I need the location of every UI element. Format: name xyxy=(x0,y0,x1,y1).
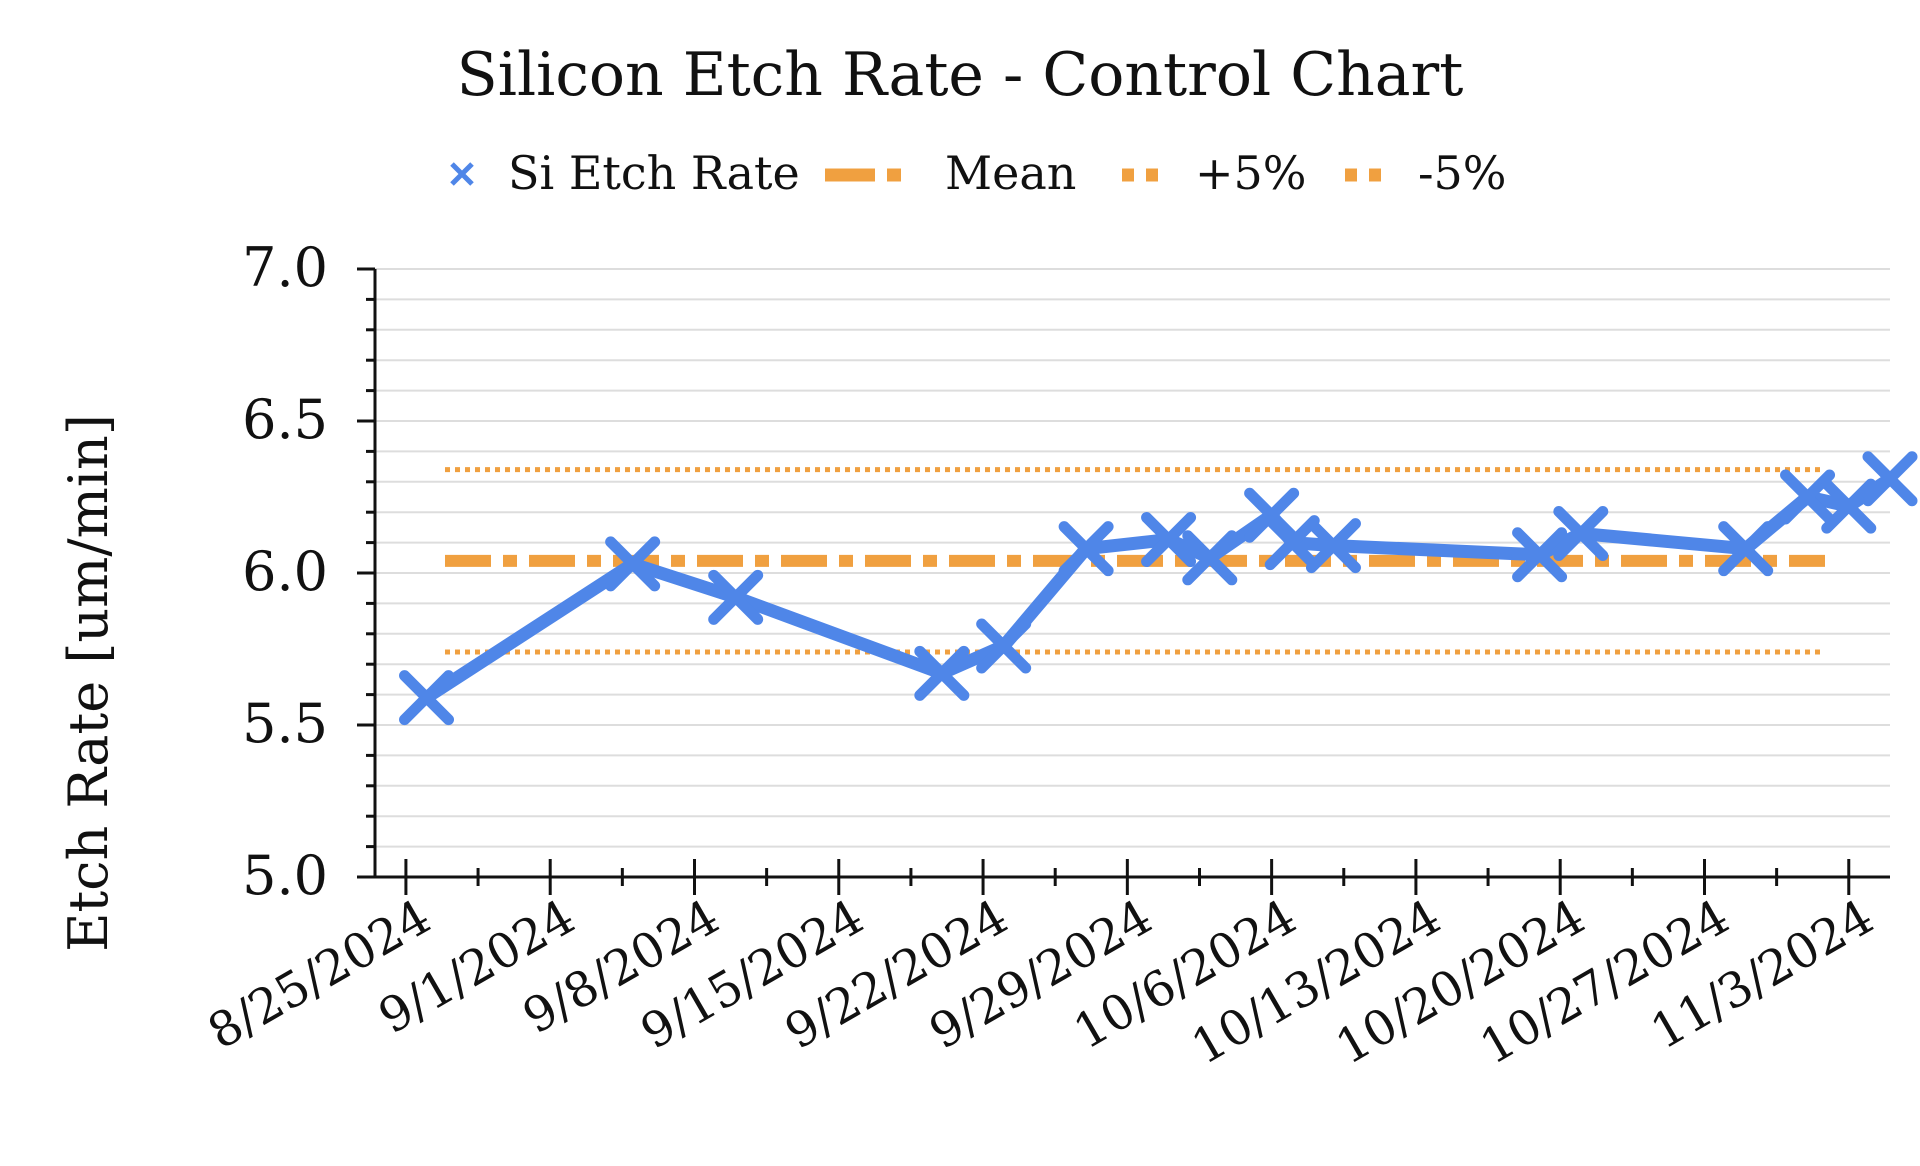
y-tick-label: 6.5 xyxy=(242,388,328,451)
data-point-marker xyxy=(605,536,661,592)
data-point-marker xyxy=(708,569,764,625)
data-point-marker xyxy=(914,645,970,701)
legend-item-plus-5: +5% xyxy=(1122,146,1307,200)
y-tick-label: 6.0 xyxy=(242,540,328,603)
data-point-marker xyxy=(1821,478,1877,534)
legend-label-plus-5: +5% xyxy=(1195,146,1307,200)
data-point-marker xyxy=(1305,518,1361,574)
y-axis-label: Etch Rate [um/min] xyxy=(57,414,120,952)
data-point-marker xyxy=(1141,512,1197,568)
series-si-etch-rate xyxy=(399,451,1918,726)
data-point-marker xyxy=(1512,527,1568,583)
data-point-marker xyxy=(1264,515,1320,571)
y-tick-labels: 5.0 5.5 6.0 6.5 7.0 xyxy=(242,236,328,907)
data-point-marker xyxy=(1553,505,1609,561)
data-point-marker xyxy=(1058,521,1114,577)
data-point-marker xyxy=(1182,530,1238,586)
legend-item-si-etch-rate: Si Etch Rate xyxy=(450,146,800,200)
y-tick-label: 5.5 xyxy=(242,692,328,755)
legend-label-si-etch-rate: Si Etch Rate xyxy=(508,146,800,200)
legend-label-mean: Mean xyxy=(945,146,1076,200)
y-tick-label: 7.0 xyxy=(242,236,328,299)
legend: Si Etch Rate Mean +5% -5% xyxy=(450,146,1507,200)
data-point-marker xyxy=(1862,451,1918,507)
chart-title: Silicon Etch Rate - Control Chart xyxy=(457,40,1464,110)
x-tick-labels: 8/25/20249/1/20249/8/20249/15/20249/22/2… xyxy=(199,889,1883,1076)
data-point-marker xyxy=(1718,521,1774,577)
axes xyxy=(357,267,1890,895)
data-point-marker xyxy=(976,618,1032,674)
legend-item-mean: Mean xyxy=(825,146,1076,200)
y-tick-label: 5.0 xyxy=(242,844,328,907)
legend-item-minus-5: -5% xyxy=(1345,146,1507,200)
legend-x-marker-icon xyxy=(450,162,474,186)
reference-lines xyxy=(445,467,1825,655)
legend-label-minus-5: -5% xyxy=(1418,146,1507,200)
data-point-marker xyxy=(399,670,455,726)
